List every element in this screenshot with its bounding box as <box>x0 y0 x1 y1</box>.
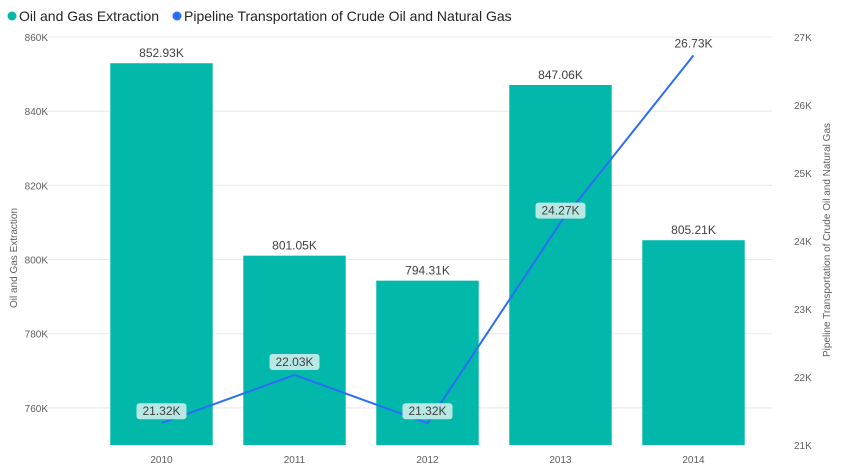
y-right-axis-title: Pipeline Transportation of Crude Oil and… <box>822 123 833 357</box>
line-data-label: 24.27K <box>541 204 579 218</box>
y-left-tick-label: 840K <box>25 107 49 118</box>
line-data-label-group: 24.27K <box>535 202 586 219</box>
bar[interactable] <box>376 280 479 445</box>
legend-label-oil-and-gas-extraction: Oil and Gas Extraction <box>19 8 159 24</box>
legend: Oil and Gas Extraction Pipeline Transpor… <box>7 8 512 24</box>
y-left-tick-label: 820K <box>25 181 49 192</box>
y-left-tick-label: 760K <box>25 404 49 415</box>
line-data-label-background <box>136 403 187 420</box>
x-tick-label: 2010 <box>150 455 173 466</box>
y-right-tick-label: 27K <box>794 33 812 44</box>
legend-label-pipeline-transportation: Pipeline Transportation of Crude Oil and… <box>184 8 512 24</box>
legend-marker-oil-and-gas-extraction <box>7 11 17 21</box>
bar-data-label: 847.06K <box>538 68 583 82</box>
line-data-label-group: 21.32K <box>136 403 187 420</box>
y-left-tick-label: 860K <box>25 33 49 44</box>
line-data-label-background <box>535 202 586 219</box>
y-right-axis: 21K 22K 23K 24K 25K 26K 27K <box>794 33 812 452</box>
line-data-label: 21.32K <box>142 404 180 418</box>
legend-item-pipeline-transportation[interactable]: Pipeline Transportation of Crude Oil and… <box>172 8 512 24</box>
y-right-tick-label: 26K <box>794 101 812 112</box>
line-data-label-group: 26.73K <box>674 36 712 50</box>
bar-data-label: 801.05K <box>272 239 317 253</box>
y-right-tick-label: 24K <box>794 237 812 248</box>
line-data-label-group: 22.03K <box>269 353 320 370</box>
y-left-tick-label: 800K <box>25 256 49 267</box>
y-left-axis: 760K 780K 800K 820K 840K 860K <box>25 33 49 415</box>
bar-data-label: 805.21K <box>671 223 716 237</box>
x-tick-label: 2014 <box>682 455 705 466</box>
x-tick-label: 2013 <box>549 455 572 466</box>
y-left-tick-label: 780K <box>25 330 49 341</box>
y-right-tick-label: 21K <box>794 441 812 452</box>
bar[interactable] <box>243 255 346 445</box>
line-data-label-group: 21.32K <box>402 403 453 420</box>
y-right-tick-label: 23K <box>794 305 812 316</box>
legend-marker-pipeline-transportation <box>172 11 182 21</box>
line-data-label: 22.03K <box>275 355 313 369</box>
bar[interactable] <box>642 240 745 445</box>
x-tick-label: 2011 <box>284 455 306 466</box>
line-data-label-background <box>402 403 453 420</box>
y-right-tick-label: 22K <box>794 373 812 384</box>
line-data-label: 26.73K <box>674 36 712 50</box>
bar[interactable] <box>509 84 612 445</box>
bar-data-label: 794.31K <box>405 264 450 278</box>
bar-data-label: 852.93K <box>139 46 184 60</box>
y-right-tick-label: 25K <box>794 169 812 180</box>
bar-series-oil-and-gas-extraction <box>110 63 745 446</box>
bar-data-labels: 852.93K 801.05K 794.31K 847.06K 805.21K <box>139 46 716 277</box>
y-left-axis-title: Oil and Gas Extraction <box>9 208 20 308</box>
bar[interactable] <box>110 63 213 446</box>
line-data-label-background <box>269 353 320 370</box>
x-axis: 2010 2011 2012 2013 2014 <box>150 455 705 466</box>
line-series-pipeline-transportation <box>161 54 695 425</box>
line-data-labels: 21.32K 22.03K 21.32K 24.27K 26.73K <box>136 36 713 420</box>
legend-item-oil-and-gas-extraction[interactable]: Oil and Gas Extraction <box>7 8 160 24</box>
x-tick-label: 2012 <box>416 455 439 466</box>
line-data-label: 21.32K <box>408 404 446 418</box>
line-path <box>161 54 695 425</box>
